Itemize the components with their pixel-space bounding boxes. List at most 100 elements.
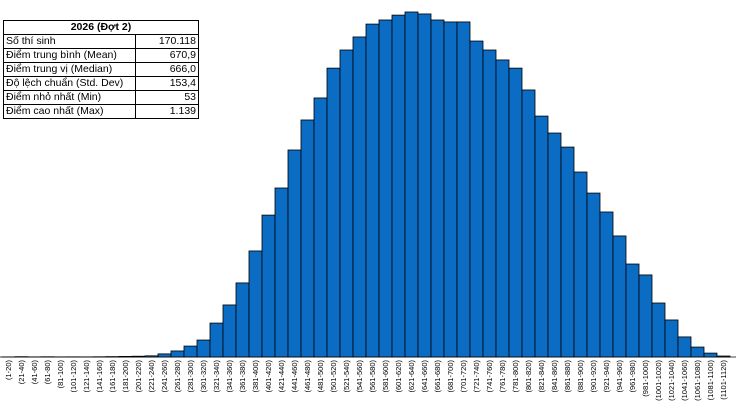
x-tick-label: (381-400) bbox=[251, 360, 260, 393]
bar bbox=[716, 355, 731, 358]
bar bbox=[261, 214, 276, 358]
bar bbox=[235, 282, 250, 358]
x-tick-label: (301-320) bbox=[199, 360, 208, 393]
x-tick-label: (521-540) bbox=[342, 360, 351, 393]
bar bbox=[560, 146, 575, 358]
bar bbox=[222, 304, 237, 358]
bar bbox=[352, 36, 367, 358]
x-tick-label: (341-360) bbox=[225, 360, 234, 393]
x-tick-label: (61-80) bbox=[43, 360, 52, 385]
x-tick-label: (1021-1040) bbox=[667, 360, 676, 401]
bar bbox=[248, 250, 263, 358]
bar bbox=[391, 14, 406, 358]
bar bbox=[456, 21, 471, 358]
x-tick-label: (101-120) bbox=[69, 360, 78, 393]
bar bbox=[521, 89, 536, 358]
x-tick-label: (1061-1080) bbox=[693, 360, 702, 401]
x-tick-label: (681-700) bbox=[446, 360, 455, 393]
x-tick-label: (581-600) bbox=[381, 360, 390, 393]
bar bbox=[612, 235, 627, 358]
x-tick-label: (21-40) bbox=[17, 360, 26, 385]
x-tick-label: (701-720) bbox=[459, 360, 468, 393]
stat-value: 53 bbox=[135, 90, 199, 105]
x-tick-label: (661-680) bbox=[433, 360, 442, 393]
bar bbox=[209, 322, 224, 358]
stat-value: 153,4 bbox=[135, 76, 199, 91]
x-tick-label: (981-1000) bbox=[641, 360, 650, 397]
x-tick-label: (121-140) bbox=[82, 360, 91, 393]
bar bbox=[430, 19, 445, 358]
x-tick-label: (181-200) bbox=[121, 360, 130, 393]
bar bbox=[508, 67, 523, 358]
bar bbox=[118, 356, 133, 358]
bar bbox=[690, 346, 705, 358]
bar bbox=[599, 211, 614, 358]
x-tick-label: (761-780) bbox=[498, 360, 507, 393]
bar bbox=[378, 19, 393, 358]
stat-label: Độ lệch chuẩn (Std. Dev) bbox=[3, 76, 136, 91]
bar bbox=[495, 59, 510, 358]
x-tick-label: (321-340) bbox=[212, 360, 221, 393]
stat-label: Điểm cao nhất (Max) bbox=[3, 104, 136, 119]
x-tick-label: (561-580) bbox=[368, 360, 377, 393]
x-tick-label: (261-280) bbox=[173, 360, 182, 393]
stat-label: Điểm trung vị (Median) bbox=[3, 62, 136, 77]
x-tick-label: (601-620) bbox=[394, 360, 403, 393]
x-tick-label: (941-960) bbox=[615, 360, 624, 393]
bar bbox=[326, 67, 341, 358]
x-tick-label: (461-480) bbox=[303, 360, 312, 393]
x-tick-label: (281-300) bbox=[186, 360, 195, 393]
table-row: Điểm trung vị (Median) 666,0 bbox=[3, 62, 199, 77]
x-tick-label: (41-60) bbox=[30, 360, 39, 385]
table-title: 2026 (Đợt 2) bbox=[3, 20, 199, 35]
table-row: Điểm trung bình (Mean) 670,9 bbox=[3, 48, 199, 63]
x-tick-label: (361-380) bbox=[238, 360, 247, 393]
bar bbox=[131, 355, 146, 358]
x-tick-label: (1041-1060) bbox=[680, 360, 689, 401]
bar bbox=[677, 336, 692, 358]
x-tick-label: (741-760) bbox=[485, 360, 494, 393]
stat-label: Số thí sinh bbox=[3, 34, 136, 49]
x-tick-label: (441-460) bbox=[290, 360, 299, 393]
bar bbox=[417, 13, 432, 358]
bar bbox=[586, 192, 601, 358]
stat-label: Điểm nhỏ nhất (Min) bbox=[3, 90, 136, 105]
bar bbox=[183, 345, 198, 358]
bar bbox=[651, 302, 666, 358]
table-row: Điểm nhỏ nhất (Min) 53 bbox=[3, 90, 199, 105]
x-tick-label: (861-880) bbox=[563, 360, 572, 393]
stat-value: 666,0 bbox=[135, 62, 199, 77]
x-tick-label: (501-520) bbox=[329, 360, 338, 393]
stats-table: 2026 (Đợt 2) Số thí sinh 170.118 Điểm trun… bbox=[3, 20, 199, 119]
x-tick-label: (1101-1120) bbox=[719, 359, 728, 399]
bar bbox=[625, 263, 640, 358]
table-row: Số thí sinh 170.118 bbox=[3, 34, 199, 49]
x-tick-label: (161-180) bbox=[108, 360, 117, 393]
x-tick-label: (621-640) bbox=[407, 360, 416, 393]
bar bbox=[365, 23, 380, 358]
x-tick-label: (421-440) bbox=[277, 360, 286, 393]
bar bbox=[157, 353, 172, 358]
x-tick-label: (241-260) bbox=[160, 360, 169, 393]
bar bbox=[534, 115, 549, 358]
bar bbox=[482, 49, 497, 358]
stat-value: 670,9 bbox=[135, 48, 199, 63]
bar bbox=[664, 319, 679, 358]
x-tick-label: (961-980) bbox=[628, 360, 637, 393]
x-tick-label: (481-500) bbox=[316, 360, 325, 393]
x-tick-label: (881-900) bbox=[576, 360, 585, 393]
bar bbox=[339, 49, 354, 358]
bar bbox=[274, 187, 289, 358]
x-tick-label: (201-220) bbox=[134, 360, 143, 393]
bar bbox=[547, 132, 562, 358]
bar bbox=[638, 274, 653, 358]
bar bbox=[287, 149, 302, 358]
stat-label: Điểm trung bình (Mean) bbox=[3, 48, 136, 63]
bar bbox=[703, 352, 718, 358]
x-tick-label: (1081-1100) bbox=[706, 360, 715, 401]
bar bbox=[404, 11, 419, 358]
x-tick-label: (221-240) bbox=[147, 360, 156, 393]
bar bbox=[443, 21, 458, 358]
